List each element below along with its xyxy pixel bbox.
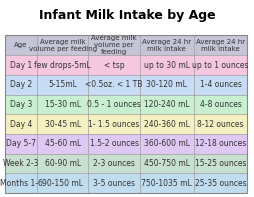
Text: 4-8 ounces: 4-8 ounces <box>199 100 241 109</box>
Bar <box>193 35 246 55</box>
Bar <box>5 134 37 154</box>
Text: 1-4 ounces: 1-4 ounces <box>199 80 241 89</box>
Bar <box>193 75 246 95</box>
Text: up to 1 ounces: up to 1 ounces <box>192 60 248 70</box>
Bar <box>139 114 193 134</box>
Text: 30-45 mL: 30-45 mL <box>44 120 81 129</box>
Text: Infant Milk Intake by Age: Infant Milk Intake by Age <box>39 9 215 22</box>
Text: few drops-5mL: few drops-5mL <box>34 60 91 70</box>
Bar <box>193 114 246 134</box>
Bar <box>88 75 139 95</box>
Bar <box>5 35 37 55</box>
Text: 45-60 mL: 45-60 mL <box>44 139 81 148</box>
Text: Age: Age <box>14 42 28 48</box>
Text: 750-1035 mL: 750-1035 mL <box>141 179 191 188</box>
Text: Day 4: Day 4 <box>10 120 32 129</box>
Text: Average milk
volume per
feeding: Average milk volume per feeding <box>91 35 136 55</box>
Text: 2-3 ounces: 2-3 ounces <box>93 159 134 168</box>
Bar <box>88 114 139 134</box>
Text: 15-25 ounces: 15-25 ounces <box>194 159 245 168</box>
Text: 30-120 mL: 30-120 mL <box>146 80 186 89</box>
Bar <box>139 95 193 114</box>
Bar <box>139 154 193 173</box>
Text: Average milk
volume per feeding: Average milk volume per feeding <box>28 39 96 52</box>
Text: Months 1-6: Months 1-6 <box>0 179 42 188</box>
Bar <box>5 75 37 95</box>
Bar <box>88 154 139 173</box>
Bar <box>88 134 139 154</box>
Text: 5-15mL: 5-15mL <box>48 80 77 89</box>
Text: 8-12 ounces: 8-12 ounces <box>197 120 243 129</box>
Text: Average 24 hr
milk intake: Average 24 hr milk intake <box>195 39 244 52</box>
Bar <box>37 114 88 134</box>
Bar <box>193 95 246 114</box>
Bar <box>5 173 37 193</box>
Text: Week 2-3: Week 2-3 <box>3 159 39 168</box>
Bar <box>37 35 88 55</box>
Text: < tsp: < tsp <box>103 60 124 70</box>
Text: 15-30 mL: 15-30 mL <box>44 100 80 109</box>
Text: 0.5 - 1 ounces: 0.5 - 1 ounces <box>87 100 140 109</box>
Text: 450-750 mL: 450-750 mL <box>143 159 189 168</box>
Text: Day 1: Day 1 <box>10 60 32 70</box>
Text: 240-360 mL: 240-360 mL <box>143 120 189 129</box>
Bar <box>5 55 37 75</box>
Bar <box>139 35 193 55</box>
Bar <box>5 154 37 173</box>
Bar <box>139 75 193 95</box>
Bar <box>37 134 88 154</box>
Text: Average 24 hr
milk intake: Average 24 hr milk intake <box>141 39 190 52</box>
Bar <box>88 95 139 114</box>
Bar <box>5 95 37 114</box>
Text: up to 30 mL: up to 30 mL <box>143 60 189 70</box>
Bar <box>139 55 193 75</box>
Bar <box>139 173 193 193</box>
Text: 90-150 mL: 90-150 mL <box>42 179 83 188</box>
Bar <box>88 173 139 193</box>
Bar <box>88 55 139 75</box>
Text: Day 5-7: Day 5-7 <box>6 139 36 148</box>
Bar <box>37 75 88 95</box>
Bar <box>5 114 37 134</box>
Text: 1.5-2 ounces: 1.5-2 ounces <box>89 139 138 148</box>
Text: 120-240 mL: 120-240 mL <box>143 100 189 109</box>
Text: 360-600 mL: 360-600 mL <box>143 139 189 148</box>
Bar <box>193 134 246 154</box>
Bar <box>37 173 88 193</box>
Text: 60-90 mL: 60-90 mL <box>44 159 81 168</box>
Text: 1- 1.5 ounces: 1- 1.5 ounces <box>88 120 139 129</box>
Bar <box>193 154 246 173</box>
Bar <box>37 95 88 114</box>
Text: 3-5 ounces: 3-5 ounces <box>93 179 135 188</box>
Bar <box>37 55 88 75</box>
Text: 25-35 ounces: 25-35 ounces <box>194 179 245 188</box>
Bar <box>37 154 88 173</box>
Text: Day 3: Day 3 <box>10 100 32 109</box>
Bar <box>88 35 139 55</box>
Text: 12-18 ounces: 12-18 ounces <box>194 139 245 148</box>
Bar <box>139 134 193 154</box>
Bar <box>193 173 246 193</box>
Text: <0.5oz. < 1 TB: <0.5oz. < 1 TB <box>85 80 142 89</box>
Bar <box>193 55 246 75</box>
Text: Day 2: Day 2 <box>10 80 32 89</box>
